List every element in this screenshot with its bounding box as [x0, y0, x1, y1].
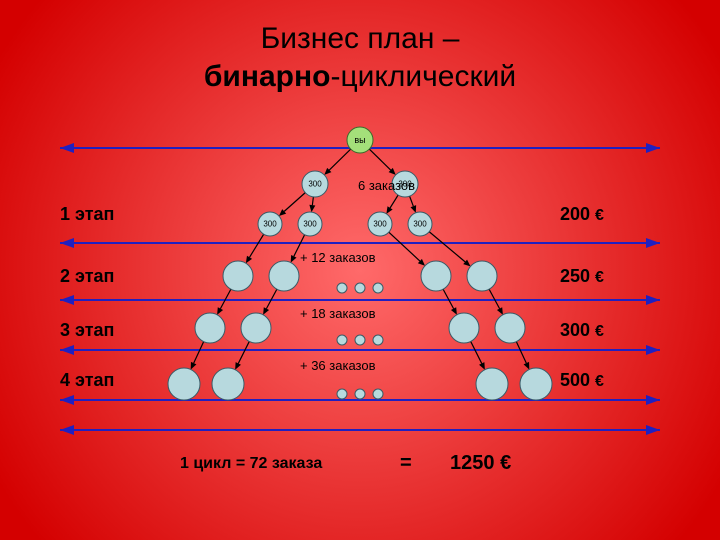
- ellipsis-dot: [337, 335, 347, 345]
- stage-value-4: 500 €: [560, 370, 604, 391]
- tree-node: [195, 313, 225, 343]
- arrow-head-left: [60, 425, 74, 435]
- tree-node: [476, 368, 508, 400]
- arrow-head-right: [646, 143, 660, 153]
- ellipsis-dot: [337, 283, 347, 293]
- node-label: 300: [373, 220, 387, 229]
- ellipsis-dot: [337, 389, 347, 399]
- ellipsis-dot: [355, 389, 365, 399]
- tree-arrow-head: [309, 205, 315, 212]
- node-label: вы: [354, 135, 365, 145]
- tree-node: [223, 261, 253, 291]
- tree-node: [212, 368, 244, 400]
- arrow-head-left: [60, 345, 74, 355]
- stage-label-3: 3 этап: [60, 320, 114, 341]
- page-title: Бизнес план – бинарно-циклический: [0, 20, 720, 95]
- ellipsis-dot: [355, 283, 365, 293]
- tree-node: [467, 261, 497, 291]
- node-label: 300: [308, 180, 322, 189]
- arrow-head-left: [60, 395, 74, 405]
- tree-node: [241, 313, 271, 343]
- ellipsis-dot: [373, 335, 383, 345]
- tree-node: [269, 261, 299, 291]
- arrow-head-left: [60, 295, 74, 305]
- stage-value-2: 250 €: [560, 266, 604, 287]
- tree-arrow-head: [386, 206, 392, 214]
- stage-label-4: 4 этап: [60, 370, 114, 391]
- stage-value-1: 200 €: [560, 204, 604, 225]
- tree-node: [495, 313, 525, 343]
- arrow-head-left: [60, 238, 74, 248]
- footer-cycle: 1 цикл = 72 заказа: [180, 455, 322, 473]
- footer-total: 1250 €: [450, 452, 511, 475]
- title-line2-plain: -циклический: [330, 60, 516, 93]
- arrow-head-right: [646, 295, 660, 305]
- title-line1: Бизнес план –: [261, 22, 460, 55]
- arrow-head-right: [646, 425, 660, 435]
- tree-node: [168, 368, 200, 400]
- footer-equals: =: [400, 452, 412, 475]
- ellipsis-dot: [355, 335, 365, 345]
- orders-label-3: + 18 заказов: [300, 306, 375, 321]
- tree-node: [421, 261, 451, 291]
- arrow-head-right: [646, 238, 660, 248]
- arrow-head-left: [60, 143, 74, 153]
- stage-label-1: 1 этап: [60, 204, 114, 225]
- orders-label-4: + 36 заказов: [300, 358, 375, 373]
- arrow-head-right: [646, 345, 660, 355]
- ellipsis-dot: [373, 389, 383, 399]
- tree-arrow-head: [411, 205, 417, 213]
- title-line2-bold: бинарно: [204, 60, 331, 93]
- tree-arrow-head: [246, 256, 252, 264]
- stage-label-2: 2 этап: [60, 266, 114, 287]
- stage-value-3: 300 €: [560, 320, 604, 341]
- orders-label-2: + 12 заказов: [300, 250, 375, 265]
- tree-node: [520, 368, 552, 400]
- arrow-head-right: [646, 395, 660, 405]
- orders-label-1: 6 заказов: [358, 178, 415, 193]
- node-label: 300: [303, 220, 317, 229]
- node-label: 300: [413, 220, 427, 229]
- ellipsis-dot: [373, 283, 383, 293]
- tree-node: [449, 313, 479, 343]
- node-label: 300: [263, 220, 277, 229]
